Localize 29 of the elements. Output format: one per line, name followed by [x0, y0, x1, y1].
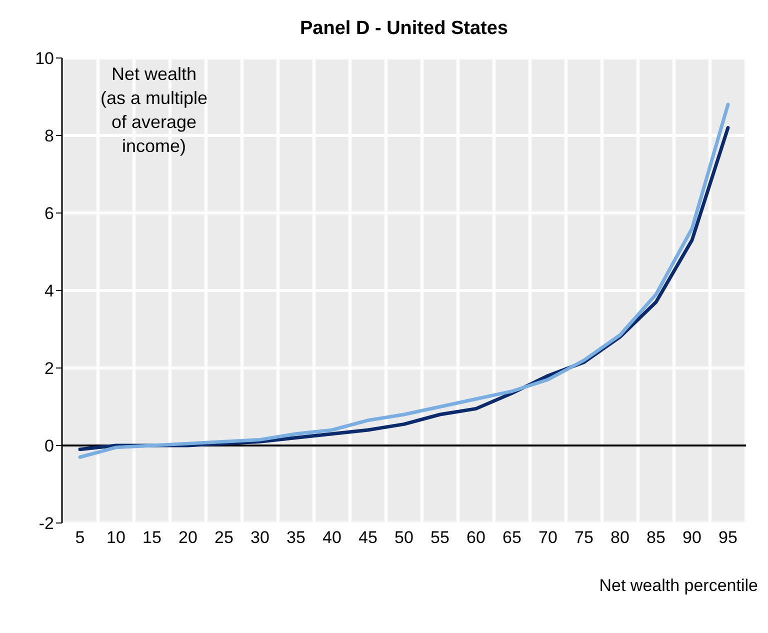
x-tick-label: 95 [718, 528, 738, 548]
x-tick-label: 65 [502, 528, 522, 548]
y-tick-label: 10 [35, 49, 54, 68]
chart-title: Panel D - United States [299, 18, 509, 40]
y-tick-label: -2 [38, 514, 54, 534]
x-tick-label: 60 [466, 528, 486, 548]
x-axis-title: Net wealth percentile [599, 576, 758, 596]
x-tick-label: 25 [214, 528, 234, 548]
x-tick-label: 35 [286, 528, 306, 548]
x-tick-label: 15 [142, 528, 162, 548]
x-tick-label: 50 [394, 528, 414, 548]
y-tick-label: 0 [44, 436, 54, 456]
x-tick-label: 85 [646, 528, 666, 548]
x-tick-label: 10 [106, 528, 126, 548]
y-tick-label: 4 [44, 282, 54, 301]
x-tick-label: 5 [75, 528, 85, 548]
x-tick-label: 75 [574, 528, 594, 548]
y-tick-label: 6 [44, 204, 54, 224]
x-tick-label: 70 [538, 528, 558, 548]
x-tick-label: 40 [322, 528, 342, 548]
x-tick-label: 45 [358, 528, 378, 548]
y-tick-label: 8 [44, 126, 54, 146]
x-tick-label: 55 [430, 528, 450, 548]
y-tick-label: 2 [44, 359, 54, 378]
x-tick-label: 30 [250, 528, 270, 548]
x-tick-label: 80 [610, 528, 630, 548]
x-tick-label: 90 [682, 528, 702, 548]
y-axis-title: Net wealth (as a multiple of average income) [99, 63, 209, 158]
x-tick-label: 20 [178, 528, 198, 548]
